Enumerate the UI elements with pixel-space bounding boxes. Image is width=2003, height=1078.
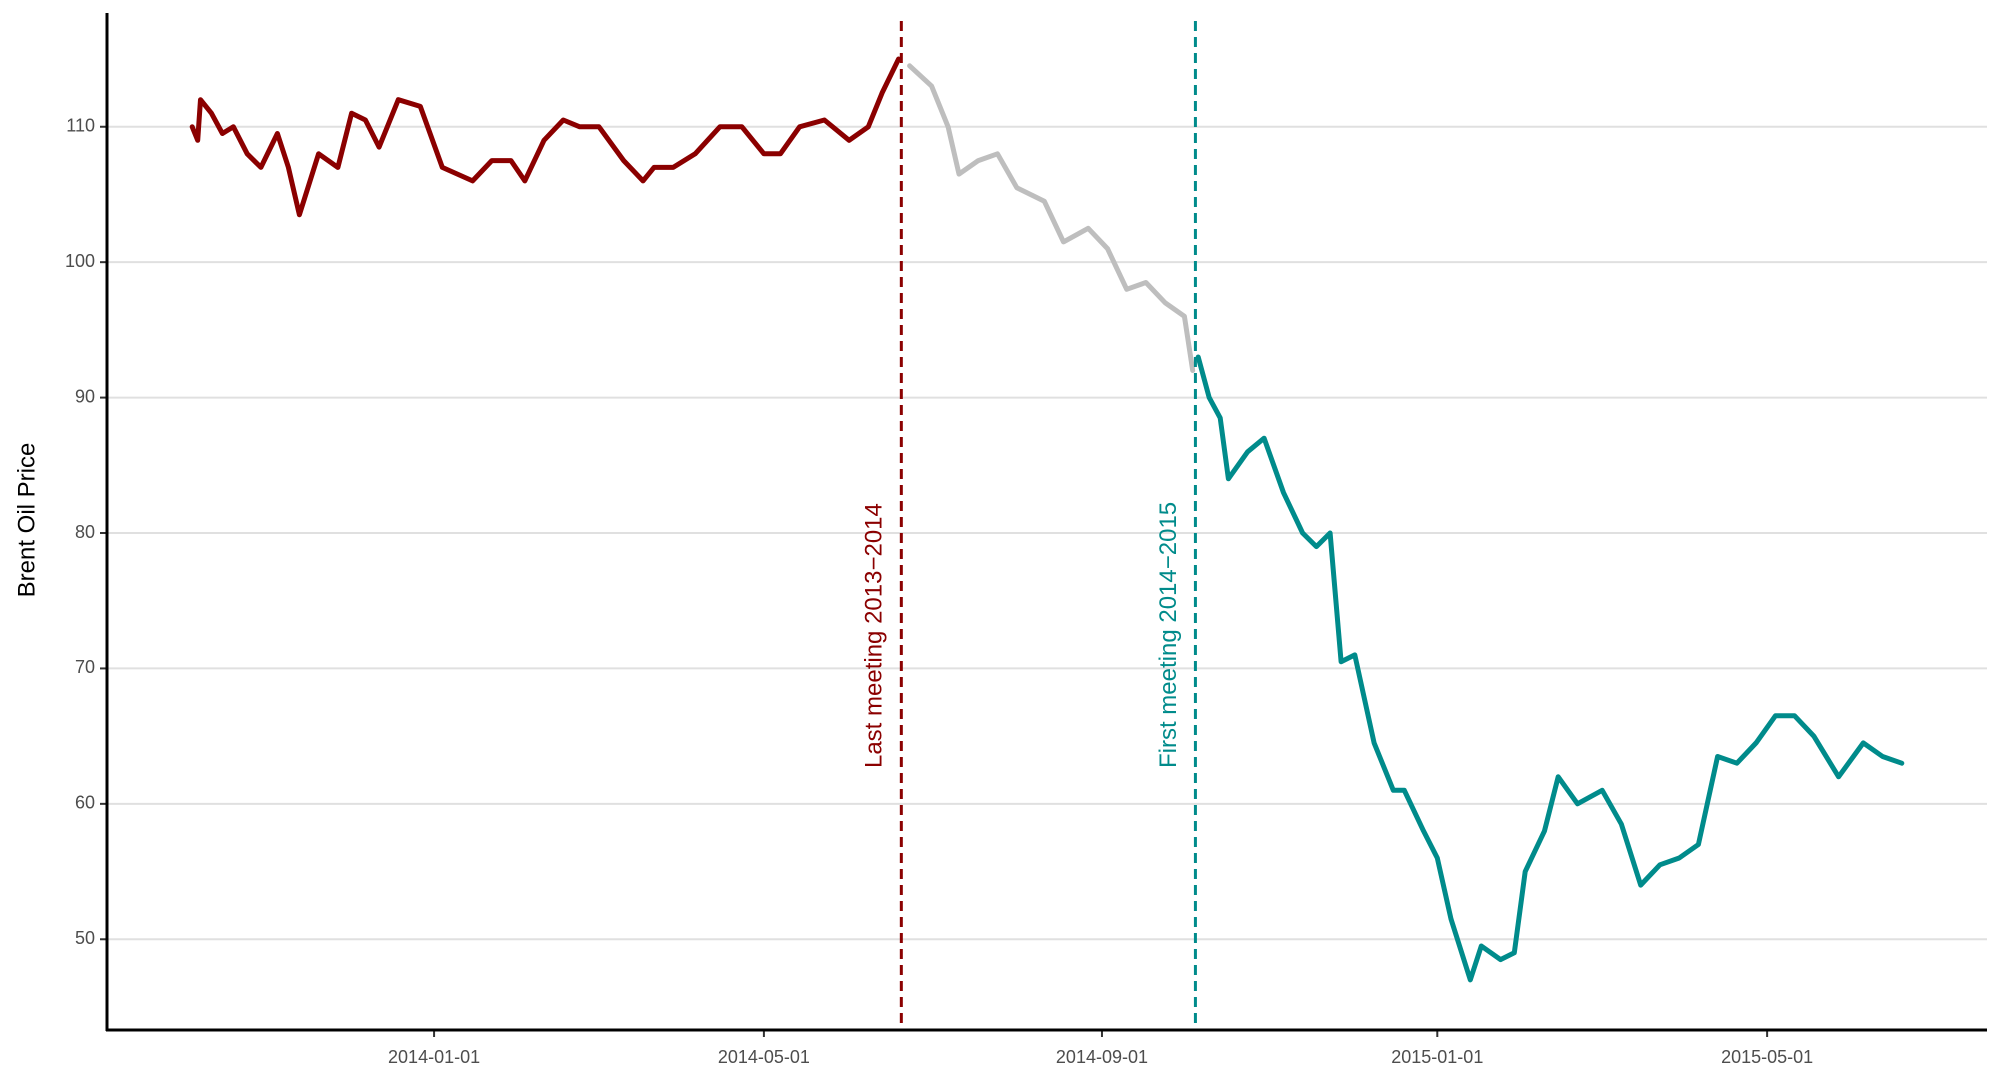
y-tick-label: 60: [75, 793, 95, 813]
annotation-label: First meeting 2014−2015: [1155, 502, 1182, 768]
y-tick-label: 50: [75, 928, 95, 948]
y-axis-title: Brent Oil Price: [13, 443, 40, 598]
x-tick-label: 2015-05-01: [1721, 1047, 1813, 1067]
y-tick-label: 90: [75, 386, 95, 406]
annotation-label: Last meeting 2013−2014: [861, 503, 888, 768]
x-tick-label: 2015-01-01: [1391, 1047, 1483, 1067]
y-tick-label: 100: [65, 251, 95, 271]
y-tick-label: 70: [75, 657, 95, 677]
y-tick-label: 110: [66, 116, 95, 136]
series-line: [189, 56, 902, 218]
x-tick-label: 2014-05-01: [718, 1047, 810, 1067]
series-line: [1195, 354, 1905, 983]
y-tick-label: 80: [75, 522, 95, 542]
x-tick-label: 2014-09-01: [1056, 1047, 1148, 1067]
series-line: [907, 63, 1196, 373]
x-tick-label: 2014-01-01: [388, 1047, 480, 1067]
